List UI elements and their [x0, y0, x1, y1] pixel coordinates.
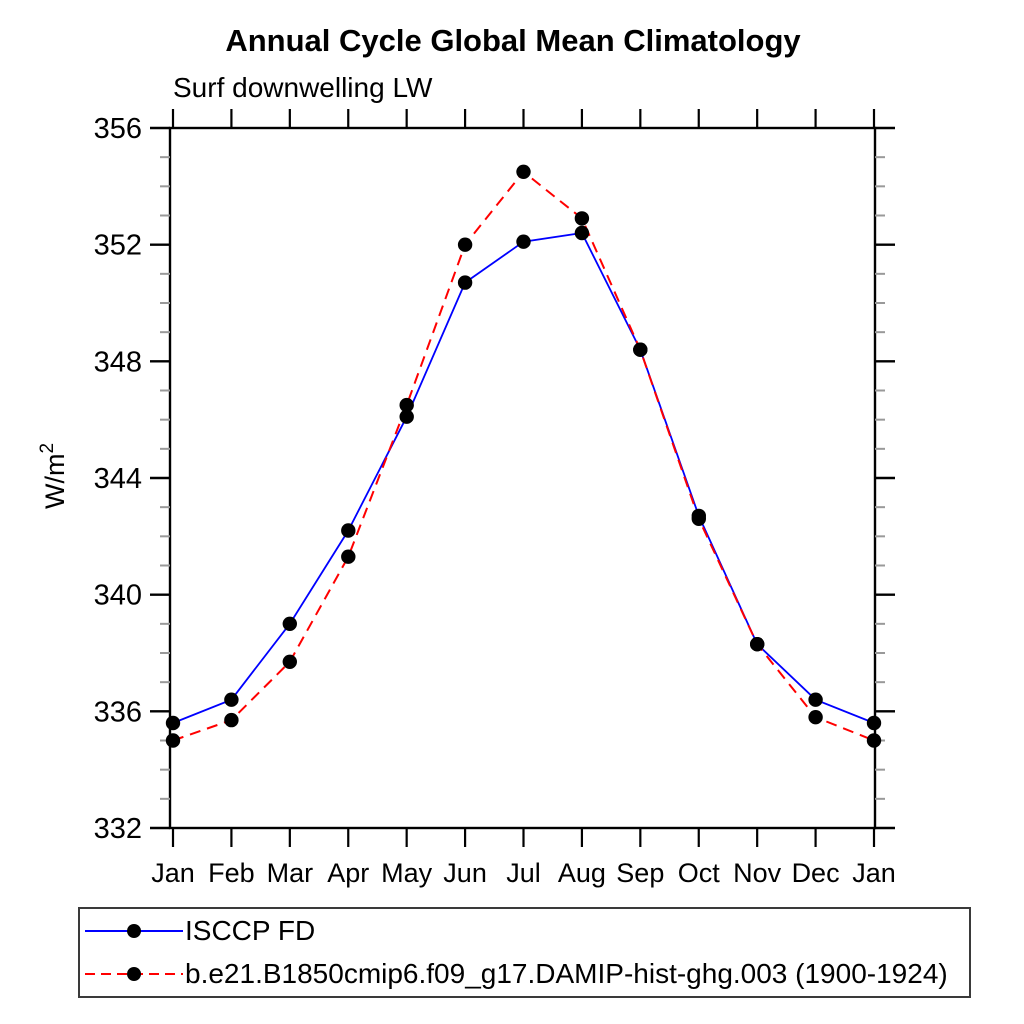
legend-sample-model	[85, 967, 183, 981]
series-line-0	[172, 232, 875, 724]
data-point-marker-series-1	[691, 511, 706, 526]
x-tick-label: Jan	[852, 858, 896, 888]
legend-row-isccp: ISCCP FD	[83, 914, 969, 948]
data-point-marker-series-0	[808, 692, 823, 707]
data-point-marker-series-1	[457, 237, 473, 252]
legend-marker-dot	[127, 967, 141, 981]
y-tick-label: 352	[94, 230, 142, 262]
data-point-marker-series-0	[341, 523, 356, 538]
data-point-marker-series-0	[165, 715, 181, 731]
axes: 332 336 340 344 348 352 356 Jan Feb Mar Apr May Jun J…	[94, 109, 896, 888]
chart-title: Annual Cycle Global Mean Climatology	[225, 23, 801, 58]
data-point-marker-series-1	[341, 549, 356, 564]
x-tick-label: Mar	[267, 858, 314, 888]
data-point-marker-series-0	[866, 715, 882, 731]
data-point-marker-series-1	[866, 733, 882, 748]
x-tick-label: Jul	[506, 858, 541, 888]
data-point-marker-series-1	[808, 710, 823, 725]
y-axis-label: W/m2	[37, 443, 70, 509]
legend-sample-isccp	[85, 924, 183, 938]
x-tick-label: Sep	[616, 858, 664, 888]
data-point-marker-series-0	[574, 225, 590, 241]
y-tick-label: 344	[94, 463, 142, 495]
x-tick-label: May	[381, 858, 433, 888]
y-tick-label: 332	[94, 813, 142, 845]
legend-label-isccp: ISCCP FD	[185, 915, 316, 946]
chart-subtitle: Surf downwelling LW	[173, 72, 433, 103]
plot-frame	[168, 126, 877, 830]
legend-row-model: b.e21.B1850cmip6.f09_g17.DAMIP-hist-ghg.…	[83, 957, 969, 991]
data-point-marker-series-0	[224, 692, 239, 707]
data-point-marker-series-1	[224, 712, 239, 728]
data-point-marker-series-1	[399, 397, 414, 413]
y-tick-label: 356	[94, 113, 142, 145]
data-series	[165, 164, 882, 748]
data-point-marker-series-1	[750, 637, 765, 652]
legend: ISCCP FD b.e21.B1850cmip6.f09_g17.DAMIP-…	[78, 907, 971, 998]
x-tick-label: Nov	[733, 858, 782, 888]
legend-marker-dot	[127, 924, 141, 938]
x-tick-label: Dec	[792, 858, 840, 888]
y-tick-label: 348	[94, 346, 142, 378]
x-tick-label: Feb	[208, 858, 255, 888]
data-point-marker-series-1	[282, 654, 297, 669]
data-point-marker-series-0	[457, 275, 473, 290]
y-tick-label: 336	[94, 696, 142, 728]
data-point-marker-series-0	[399, 409, 414, 424]
data-point-marker-series-0	[516, 234, 531, 249]
data-point-marker-series-1	[633, 342, 648, 357]
x-tick-label: Apr	[327, 858, 369, 888]
data-point-marker-series-1	[574, 211, 590, 226]
data-point-marker-series-1	[516, 164, 531, 179]
x-tick-label: Oct	[678, 858, 721, 888]
data-point-marker-series-1	[165, 733, 181, 748]
y-tick-label: 340	[94, 580, 142, 612]
data-point-marker-series-0	[282, 616, 297, 631]
x-tick-label: Aug	[558, 858, 606, 888]
legend-label-model: b.e21.B1850cmip6.f09_g17.DAMIP-hist-ghg.…	[185, 958, 948, 989]
x-tick-label: Jan	[151, 858, 195, 888]
x-tick-label: Jun	[443, 858, 487, 888]
